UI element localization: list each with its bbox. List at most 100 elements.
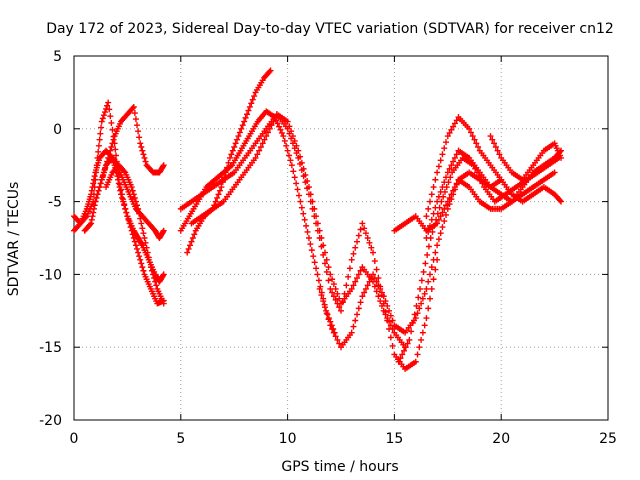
data-point (138, 260, 145, 267)
data-point (132, 198, 139, 205)
data-point (138, 241, 145, 248)
data-point (298, 204, 305, 211)
data-point (142, 158, 149, 165)
data-point (352, 278, 359, 285)
data-point (451, 154, 458, 161)
data-point (99, 173, 106, 180)
data-point (318, 292, 325, 299)
data-point (95, 142, 102, 149)
data-point (434, 198, 441, 205)
data-point (145, 254, 152, 261)
data-point (212, 198, 219, 205)
data-point (132, 116, 139, 123)
data-point (432, 266, 439, 273)
data-point (91, 173, 98, 180)
x-axis-label: GPS time / hours (281, 459, 398, 475)
data-point (551, 169, 558, 176)
data-point (128, 184, 135, 191)
data-point (119, 191, 126, 198)
data-point (144, 249, 151, 256)
data-point (131, 194, 138, 201)
data-point (434, 169, 441, 176)
data-point (556, 197, 563, 204)
data-point (152, 278, 159, 285)
data-point (139, 225, 146, 232)
data-point (128, 227, 135, 234)
data-point (361, 289, 368, 296)
data-point (249, 96, 256, 103)
data-point (329, 326, 336, 332)
data-point (443, 139, 450, 146)
data-point (88, 220, 95, 227)
data-point (336, 304, 343, 311)
data-point (427, 222, 433, 229)
data-point (418, 336, 425, 343)
y-tick-label: -10 (39, 267, 62, 283)
data-point (428, 191, 435, 198)
data-point (450, 187, 457, 194)
data-point (377, 298, 384, 305)
data-point (466, 125, 473, 132)
data-point (343, 282, 350, 289)
data-point (146, 259, 153, 266)
data-point (88, 216, 95, 223)
data-point (134, 122, 141, 129)
data-point (222, 169, 229, 176)
data-point (107, 113, 114, 120)
data-point (439, 209, 446, 216)
data-point (106, 106, 113, 113)
data-point (132, 242, 139, 249)
data-point (234, 136, 241, 143)
data-point (305, 235, 312, 241)
data-point (106, 151, 113, 158)
data-point (362, 230, 369, 237)
data-point (382, 309, 389, 316)
data-point (112, 146, 119, 153)
data-point (419, 295, 426, 302)
data-point (387, 312, 394, 319)
data-point (423, 235, 430, 241)
data-point (489, 136, 496, 143)
data-point (100, 169, 107, 176)
data-point (492, 144, 499, 150)
data-point (323, 310, 330, 317)
data-point (375, 293, 382, 300)
data-point (448, 191, 455, 198)
data-point (297, 160, 304, 167)
data-point (355, 271, 362, 278)
data-point (321, 260, 328, 267)
data-point (93, 162, 100, 169)
data-point (137, 215, 144, 222)
data-point (188, 238, 195, 245)
data-point (479, 180, 486, 187)
data-point (305, 191, 312, 198)
grid-lines (74, 56, 608, 420)
data-point (424, 251, 431, 258)
data-point (136, 253, 143, 260)
data-point (453, 180, 460, 187)
data-point (444, 169, 451, 176)
data-point (494, 147, 501, 154)
data-point (241, 118, 248, 125)
data-point (226, 154, 233, 161)
data-point (134, 202, 141, 209)
data-point (450, 158, 457, 165)
data-point (131, 238, 138, 245)
data-point (430, 184, 437, 191)
data-point (82, 214, 89, 221)
data-point (450, 123, 457, 130)
data-point (406, 336, 413, 343)
data-point (107, 147, 114, 154)
data-point (435, 236, 442, 243)
data-point (430, 276, 437, 283)
data-point (316, 235, 323, 241)
data-point (257, 144, 264, 150)
data-point (441, 218, 448, 225)
data-point (267, 67, 274, 74)
data-point (108, 144, 115, 150)
data-point (314, 227, 321, 234)
data-point (313, 220, 320, 227)
data-point (160, 271, 167, 278)
data-point (354, 311, 361, 318)
